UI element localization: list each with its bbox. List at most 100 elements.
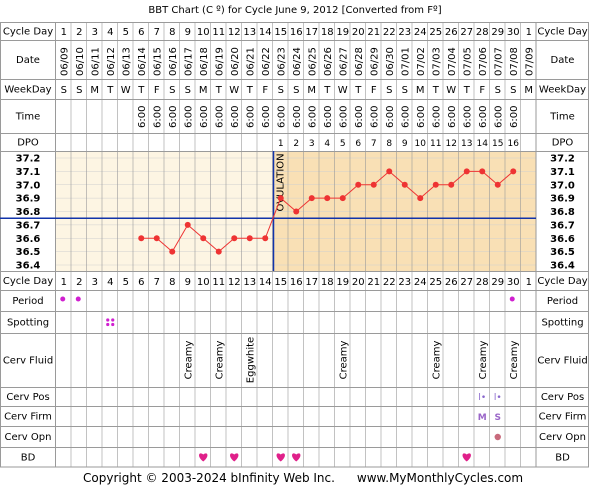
cycle-day-label: 9: [185, 277, 191, 288]
weekday-label: S: [495, 85, 501, 96]
date-label: 06/18: [199, 47, 210, 76]
cerv-fluid-label: Creamy: [509, 341, 520, 380]
cycle-day-label: 10: [197, 277, 210, 288]
date-label: 06/11: [90, 47, 101, 76]
time-label: 6:00: [385, 106, 396, 128]
cycle-day-label: 16: [290, 27, 303, 38]
row-label-weekday: WeekDay: [4, 85, 51, 96]
table-border: [0, 22, 589, 468]
date-label: 06/17: [183, 47, 194, 76]
cycle-day-label: 6: [138, 27, 144, 38]
time-label: 6:00: [478, 106, 489, 128]
time-label: 6:00: [447, 106, 458, 128]
weekday-label: T: [323, 85, 331, 96]
date-label: 06/14: [137, 47, 148, 76]
temperature-point: [138, 235, 145, 242]
time-label: 6:00: [493, 106, 504, 128]
date-label: 06/13: [121, 47, 132, 76]
cycle-day-label: 27: [460, 27, 473, 38]
cerv-pos-mark: l•: [494, 393, 502, 403]
weekday-label: M: [416, 85, 425, 96]
temperature-point: [463, 168, 470, 175]
copyright-text: Copyright © 2003-2024 bInfinity Web Inc.: [83, 471, 335, 485]
weekday-label: W: [229, 85, 239, 96]
cycle-day-label: 12: [228, 277, 241, 288]
date-label: 07/06: [478, 47, 489, 76]
cerv-firm-mark: M: [478, 413, 487, 423]
temperature-point: [184, 221, 191, 228]
site-link[interactable]: www.MyMonthlyCycles.com: [357, 471, 523, 485]
cycle-day-label: 1: [526, 27, 532, 38]
cycle-day-label: 13: [243, 277, 256, 288]
bd-heart-icon: [276, 453, 285, 462]
spotting-dot: [111, 318, 115, 322]
dpo-label: 1: [278, 139, 284, 149]
date-label: 07/09: [524, 47, 535, 76]
time-label: 6:00: [354, 106, 365, 128]
cycle-day-label: 24: [414, 27, 427, 38]
y-tick-label-right: 36.8: [550, 207, 575, 218]
row-label-date: Date: [16, 55, 40, 66]
cycle-day-label: 1: [61, 277, 67, 288]
weekday-label: S: [169, 85, 175, 96]
row-label-cerv-fluid: Cerv Fluid: [3, 356, 53, 367]
row-label-cycle-day2: Cycle Day: [3, 276, 53, 287]
time-label: 6:00: [245, 106, 256, 128]
weekday-label: W: [338, 85, 348, 96]
cycle-day-label: 1: [526, 277, 532, 288]
weekday-label: T: [137, 85, 145, 96]
weekday-label: S: [510, 85, 516, 96]
date-label: 07/03: [431, 47, 442, 76]
time-label: 6:00: [199, 106, 210, 128]
weekday-label: T: [463, 85, 471, 96]
weekday-label: T: [215, 85, 223, 96]
cycle-day-label: 20: [352, 27, 365, 38]
cycle-day-label: 6: [138, 277, 144, 288]
y-tick-label: 36.9: [16, 194, 41, 205]
dpo-label: 2: [293, 139, 299, 149]
cerv-fluid-label: Creamy: [338, 341, 349, 380]
cycle-day-label: 17: [305, 27, 318, 38]
cycle-day-label: 22: [383, 27, 396, 38]
row-label-right-dpo: DPO: [552, 138, 574, 149]
temperature-point: [169, 248, 176, 255]
temperature-point: [355, 181, 362, 188]
weekday-label: S: [76, 85, 82, 96]
y-tick-label-right: 36.4: [550, 261, 575, 272]
bd-heart-icon: [230, 453, 239, 462]
date-label: 06/16: [168, 47, 179, 76]
cycle-day-label: 3: [92, 27, 98, 38]
cycle-day-label: 28: [476, 277, 489, 288]
cycle-day-label: 29: [491, 277, 504, 288]
date-label: 06/24: [292, 47, 303, 76]
cycle-day-label: 13: [243, 27, 256, 38]
cycle-day-label: 24: [414, 277, 427, 288]
cycle-day-label: 5: [123, 277, 129, 288]
temperature-point: [510, 168, 517, 175]
dpo-label: 3: [309, 139, 315, 149]
cycle-day-label: 9: [185, 27, 191, 38]
y-tick-label-right: 36.5: [550, 247, 575, 258]
time-label: 6:00: [168, 106, 179, 128]
cycle-day-label: 18: [321, 277, 334, 288]
cycle-day-label: 21: [367, 277, 380, 288]
temperature-point: [308, 195, 315, 202]
y-tick-label-right: 36.6: [550, 234, 575, 245]
date-label: 06/25: [307, 47, 318, 76]
date-label: 06/22: [261, 47, 272, 76]
temperature-point: [448, 181, 455, 188]
cycle-day-label: 17: [305, 277, 318, 288]
cycle-day-label: 22: [383, 277, 396, 288]
cerv-opn-dot: [494, 433, 501, 441]
ovulation-label: OVULATION: [276, 153, 287, 211]
weekday-label: T: [354, 85, 362, 96]
dpo-label: 4: [324, 139, 330, 149]
y-tick-label: 36.4: [16, 261, 41, 272]
temperature-point: [370, 181, 377, 188]
row-label-spotting: Spotting: [7, 318, 49, 329]
row-label-right-period: Period: [547, 296, 578, 307]
cycle-day-label: 7: [154, 277, 160, 288]
date-label: 06/10: [75, 47, 86, 76]
cycle-day-label: 2: [76, 277, 82, 288]
row-label-cerv-firm: Cerv Firm: [4, 412, 52, 423]
